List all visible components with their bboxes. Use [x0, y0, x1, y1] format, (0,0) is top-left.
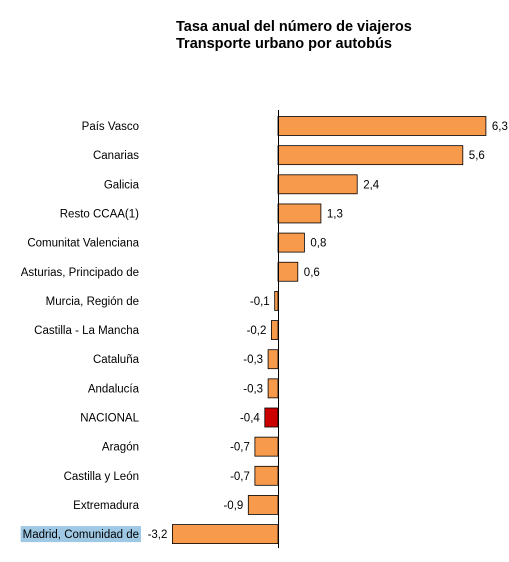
- category-label: Extremadura: [73, 500, 139, 512]
- value-label: -3,2: [148, 529, 168, 541]
- bar-resto-ccaa-1: [277, 203, 322, 224]
- chart-title: Tasa anual del número de viajeros: [176, 19, 412, 35]
- bar-canarias: [277, 145, 464, 166]
- category-label: Resto CCAA(1): [60, 208, 139, 220]
- category-label: País Vasco: [82, 121, 139, 133]
- value-label: -0,7: [230, 471, 250, 483]
- value-label: 2,4: [363, 179, 380, 191]
- category-label: Comunitat Valenciana: [27, 238, 139, 250]
- category-label: Andalucía: [88, 383, 140, 395]
- value-label: -0,2: [247, 325, 267, 337]
- bar-murcia-region-de: [274, 290, 279, 311]
- bar-asturias-principado-de: [277, 261, 299, 282]
- value-label: 6,3: [492, 121, 508, 133]
- category-label: Cataluña: [93, 354, 140, 366]
- category-label: Aragón: [102, 442, 139, 454]
- category-label: Canarias: [93, 150, 139, 162]
- category-label: Murcia, Región de: [46, 296, 139, 308]
- category-label: Madrid, Comunidad de: [23, 529, 139, 541]
- bar-galicia: [277, 174, 358, 195]
- value-label: -0,3: [243, 354, 263, 366]
- bar-aragon: [254, 436, 279, 457]
- bar-extremadura: [247, 495, 279, 515]
- value-label: -0,9: [223, 500, 243, 512]
- category-label: Galicia: [104, 179, 140, 191]
- bar-andalucia: [267, 378, 279, 399]
- category-label: Asturias, Principado de: [21, 267, 139, 279]
- category-label: Castilla - La Mancha: [34, 325, 139, 337]
- bar-cataluna: [267, 349, 279, 370]
- value-label: 1,3: [327, 208, 343, 220]
- category-label: Castilla y León: [64, 471, 139, 483]
- bar-nacional: [264, 407, 279, 428]
- bar-pais-vasco: [277, 116, 487, 136]
- category-label-highlight: [20, 526, 141, 543]
- bar-castilla-y-leon: [254, 465, 279, 486]
- value-label: -0,1: [250, 296, 270, 308]
- bar-castilla-la-mancha: [270, 320, 279, 340]
- value-label: 0,8: [310, 238, 326, 250]
- bar-madrid-comunidad-de: [171, 524, 279, 544]
- chart-subtitle: Transporte urbano por autobús: [176, 36, 392, 52]
- bar-comunitat-valenciana: [277, 232, 305, 253]
- value-label: 5,6: [469, 150, 485, 162]
- value-label: 0,6: [304, 267, 320, 279]
- value-label: -0,7: [230, 442, 250, 454]
- category-label: NACIONAL: [80, 413, 139, 425]
- value-label: -0,4: [240, 413, 260, 425]
- value-label: -0,3: [243, 383, 263, 395]
